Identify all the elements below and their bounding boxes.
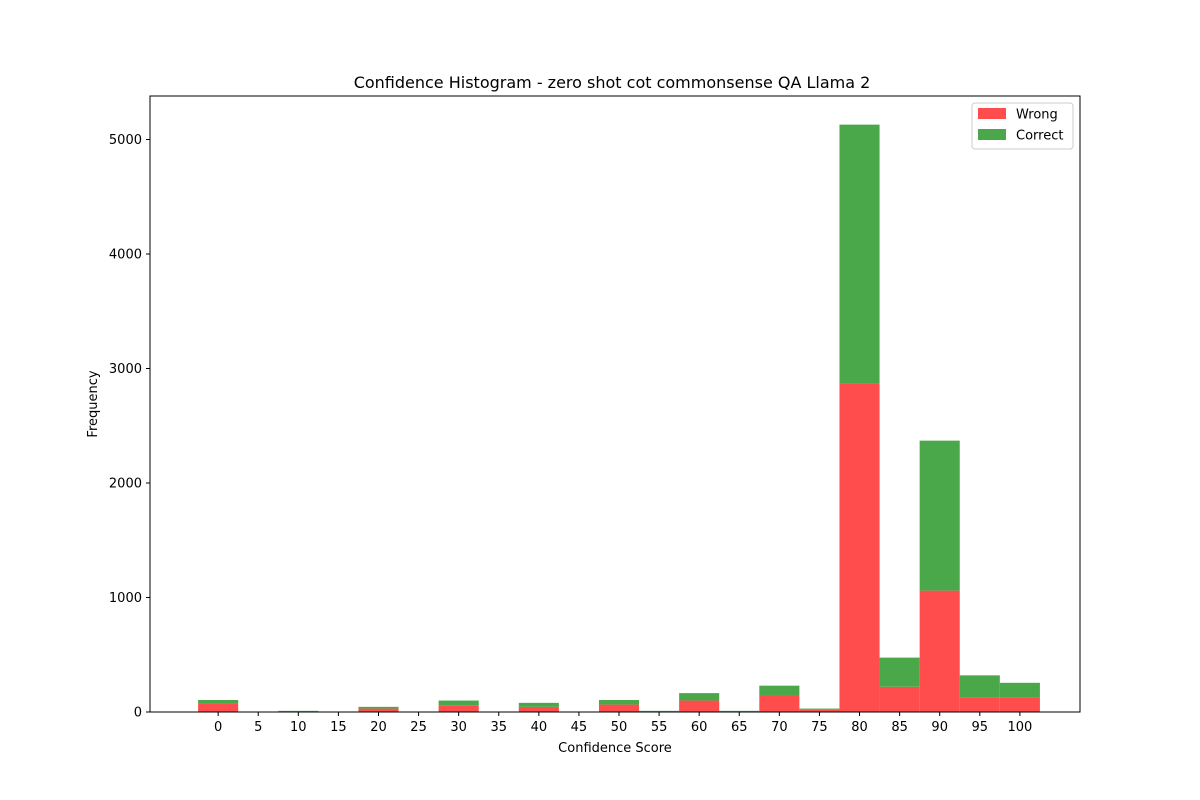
x-tick-label-95: 95 — [972, 720, 989, 735]
x-tick-label-0: 0 — [214, 720, 222, 735]
bar-correct-50 — [598, 699, 640, 705]
bar-correct-80 — [839, 124, 880, 384]
y-tick-label-2000: 2000 — [109, 477, 142, 492]
y-tick-label-3000: 3000 — [109, 362, 142, 377]
x-tick-label-100: 100 — [1007, 720, 1032, 735]
x-tick-label-40: 40 — [531, 720, 548, 735]
bar-wrong-40 — [518, 706, 559, 712]
x-tick-label-90: 90 — [931, 720, 948, 735]
bar-wrong-90 — [919, 590, 960, 712]
x-tick-label-50: 50 — [611, 720, 628, 735]
y-tick-label-0: 0 — [134, 706, 142, 721]
bars-layer — [198, 124, 1040, 712]
bar-correct-90 — [919, 440, 960, 591]
x-tick-label-80: 80 — [851, 720, 868, 735]
bar-wrong-100 — [999, 697, 1040, 712]
x-tick-label-30: 30 — [450, 720, 467, 735]
x-tick-label-55: 55 — [651, 720, 668, 735]
chart-title: Confidence Histogram - zero shot cot com… — [354, 73, 871, 92]
bar-wrong-85 — [879, 686, 920, 712]
bar-correct-95 — [959, 675, 1000, 698]
bar-correct-65 — [719, 710, 760, 712]
bar-correct-60 — [679, 693, 720, 701]
x-tick-label-65: 65 — [731, 720, 748, 735]
bar-correct-40 — [518, 702, 559, 707]
bar-correct-85 — [879, 657, 920, 687]
bar-wrong-75 — [799, 709, 840, 712]
legend: Wrong Correct — [971, 102, 1074, 150]
x-tick-label-60: 60 — [691, 720, 708, 735]
bar-wrong-30 — [438, 705, 479, 712]
legend-swatch-correct — [978, 129, 1006, 140]
x-axis-ticks: 0 5 10 15 20 25 30 35 40 45 50 55 60 65 70 75 80 85 90 95 10… — [214, 712, 1032, 735]
x-tick-label-70: 70 — [771, 720, 788, 735]
bar-wrong-95 — [959, 697, 1000, 712]
y-axis-label: Frequency — [86, 370, 101, 437]
bar-wrong-60 — [679, 700, 720, 712]
x-tick-label-20: 20 — [370, 720, 387, 735]
x-tick-label-25: 25 — [410, 720, 427, 735]
bar-wrong-70 — [759, 695, 800, 712]
bar-correct-100 — [999, 682, 1040, 698]
y-tick-label-5000: 5000 — [109, 133, 142, 148]
bar-correct-75 — [799, 708, 840, 710]
y-tick-label-1000: 1000 — [109, 591, 142, 606]
bar-correct-20 — [358, 706, 399, 709]
bar-wrong-0 — [198, 703, 239, 712]
x-tick-label-75: 75 — [811, 720, 828, 735]
x-tick-label-5: 5 — [254, 720, 262, 735]
legend-label-correct: Correct — [1016, 129, 1063, 144]
bar-wrong-50 — [598, 704, 640, 712]
bar-wrong-80 — [839, 383, 880, 712]
bar-correct-0 — [198, 699, 239, 704]
x-tick-label-45: 45 — [571, 720, 588, 735]
bar-correct-30 — [438, 700, 479, 706]
y-tick-label-4000: 4000 — [109, 248, 142, 263]
x-tick-label-35: 35 — [490, 720, 507, 735]
legend-swatch-wrong — [978, 108, 1006, 119]
bar-correct-70 — [759, 685, 800, 696]
plot-area-frame — [149, 95, 1081, 713]
x-tick-label-10: 10 — [290, 720, 307, 735]
x-axis-label: Confidence Score — [558, 741, 672, 756]
bar-wrong-20 — [358, 708, 399, 712]
x-tick-label-15: 15 — [330, 720, 347, 735]
y-axis-ticks: 0 1000 2000 3000 4000 5000 — [109, 133, 150, 721]
legend-label-wrong: Wrong — [1016, 108, 1058, 123]
x-tick-label-85: 85 — [891, 720, 908, 735]
